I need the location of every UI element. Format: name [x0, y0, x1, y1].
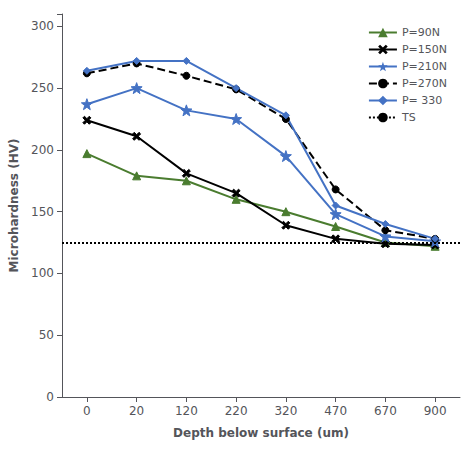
svg-text:P=210N: P=210N: [402, 60, 447, 73]
svg-text:200: 200: [31, 143, 54, 157]
svg-text:150: 150: [31, 205, 54, 219]
svg-text:100: 100: [31, 266, 54, 280]
svg-text:P= 330: P= 330: [402, 94, 442, 107]
svg-text:20: 20: [129, 404, 144, 418]
svg-text:P=150N: P=150N: [402, 43, 447, 56]
svg-text:120: 120: [175, 404, 198, 418]
svg-text:TS: TS: [401, 111, 416, 124]
svg-text:Depth below surface (um): Depth below surface (um): [173, 426, 349, 440]
svg-text:470: 470: [324, 404, 347, 418]
svg-text:250: 250: [31, 81, 54, 95]
svg-text:300: 300: [31, 19, 54, 33]
svg-text:320: 320: [274, 404, 297, 418]
svg-text:50: 50: [39, 328, 54, 342]
svg-text:P=270N: P=270N: [402, 77, 447, 90]
svg-text:0: 0: [46, 390, 54, 404]
svg-text:Microhardness (HV): Microhardness (HV): [7, 139, 21, 273]
svg-text:220: 220: [225, 404, 248, 418]
svg-text:0: 0: [83, 404, 91, 418]
svg-text:900: 900: [424, 404, 447, 418]
svg-text:P=90N: P=90N: [402, 26, 440, 39]
svg-text:670: 670: [374, 404, 397, 418]
